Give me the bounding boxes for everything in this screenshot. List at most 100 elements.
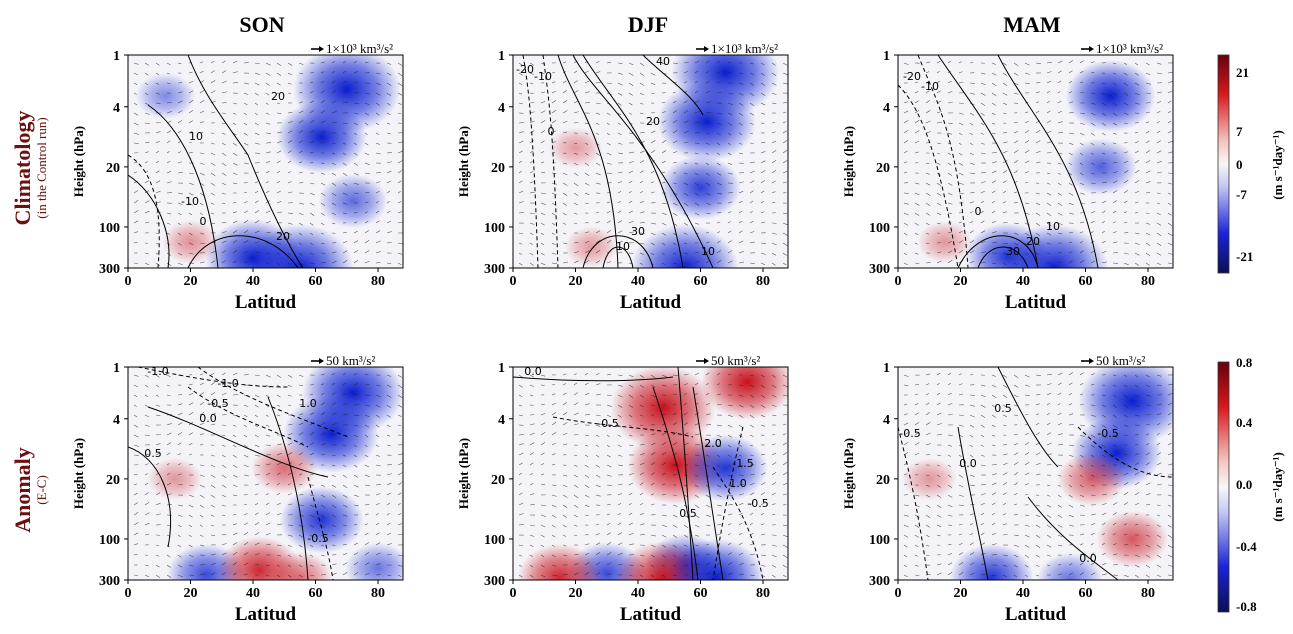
panel-anomaly-djf-contour-0 bbox=[513, 376, 674, 382]
panel-anomaly-djf-contour-2 bbox=[652, 386, 699, 580]
panel-climatology-son-field-blob-2 bbox=[318, 173, 388, 229]
panel-climatology-mam-xtick-3: 60 bbox=[1079, 274, 1093, 289]
panel-climatology-son-contour-label-3: 0 bbox=[200, 215, 207, 228]
panel-anomaly-son-field-blob-7 bbox=[345, 542, 403, 580]
panel-anomaly-mam-reference-arrow-head bbox=[1089, 358, 1094, 364]
panel-climatology-djf-reference-arrow-label: 1×10³ km³/s² bbox=[711, 41, 778, 56]
colorbar-climatology-tick-21: 21 bbox=[1236, 65, 1249, 80]
panel-climatology-djf-ytick-2: 20 bbox=[491, 161, 505, 176]
panel-anomaly-djf-field-blob-6 bbox=[517, 543, 602, 580]
panel-anomaly-mam-frame bbox=[897, 366, 1174, 581]
panel-anomaly-son-field-blob-2 bbox=[251, 442, 318, 494]
panel-anomaly-djf-contour-3 bbox=[712, 426, 744, 580]
panel-anomaly-son-ytick-4: 300 bbox=[99, 574, 120, 589]
panel-anomaly-mam-plot-area: -0.5 0.0 0.5 -0.5 0.0 bbox=[898, 367, 1173, 580]
panel-anomaly-djf-ytick-4: 300 bbox=[484, 574, 505, 589]
colorbar-anomaly: 0.8 0.4 0.0 -0.4 -0.8 (m s⁻¹day⁻¹) bbox=[1217, 355, 1285, 614]
panel-anomaly-son-contour-label-1: -1.0 bbox=[217, 377, 238, 390]
panel-climatology-son-reference-arrow-head bbox=[319, 46, 324, 52]
panel-climatology-djf-contour-label-5: 40 bbox=[656, 55, 670, 68]
panel-climatology-djf-vector-field bbox=[518, 60, 788, 266]
panel-climatology-son-field-blob-6 bbox=[135, 72, 196, 120]
panel-climatology-mam-field-blob-0 bbox=[1065, 59, 1156, 133]
panel-anomaly-djf-ylabel: Height (hPa) bbox=[456, 438, 471, 509]
panel-anomaly-djf-reference-arrow-head bbox=[704, 358, 709, 364]
row-title-climatology: Climatology bbox=[10, 111, 35, 226]
season-title-mam: MAM bbox=[1003, 12, 1061, 37]
panel-anomaly-mam: -0.5 0.0 0.5 -0.5 0.0 0 20 40 60 80 1 4 20 100 300 Lati… bbox=[841, 353, 1174, 625]
panel-anomaly-mam-contour-4 bbox=[1027, 496, 1119, 580]
panel-climatology-son-ytick-2: 20 bbox=[106, 161, 120, 176]
panel-anomaly-son-contour-3 bbox=[147, 406, 329, 478]
panel-anomaly-mam-reference-arrow-label: 50 km³/s² bbox=[1096, 353, 1145, 368]
panel-anomaly-mam-contour-1 bbox=[957, 426, 989, 580]
panel-anomaly-son-contour-5 bbox=[267, 396, 309, 580]
panel-climatology-mam-contour-2 bbox=[937, 55, 1039, 268]
panel-anomaly-mam-field-blob-2 bbox=[1057, 451, 1127, 506]
panel-anomaly-djf-vector-field bbox=[518, 372, 788, 578]
panel-climatology-son-contour-label-2: -10 bbox=[181, 195, 199, 208]
panel-climatology-djf-xlabel: Latitud bbox=[620, 292, 682, 313]
panel-anomaly-son-frame bbox=[127, 366, 404, 581]
panel-climatology-djf-frame bbox=[512, 54, 789, 269]
panel-anomaly-mam-ytick-4: 300 bbox=[869, 574, 890, 589]
panel-climatology-mam-ytick-0: 1 bbox=[883, 49, 890, 64]
panel-anomaly-djf-ytick-0: 1 bbox=[498, 361, 505, 376]
panel-climatology-djf-contour-7 bbox=[602, 246, 634, 268]
panel-anomaly-mam-ytick-1: 4 bbox=[883, 413, 890, 428]
panel-anomaly-son-field-blob-6 bbox=[266, 551, 333, 580]
panel-anomaly-mam-xtick-3: 60 bbox=[1079, 586, 1093, 601]
panel-anomaly-djf-xlabel: Latitud bbox=[620, 604, 682, 625]
panel-climatology-mam-xtick-0: 0 bbox=[895, 274, 902, 289]
panel-climatology-djf-contour-2 bbox=[557, 55, 619, 268]
colorbar-climatology-tick-neg7: -7 bbox=[1236, 187, 1247, 202]
panel-anomaly-djf-xtick-2: 40 bbox=[631, 586, 645, 601]
panel-anomaly-djf-xtick-3: 60 bbox=[694, 586, 708, 601]
panel-anomaly-mam-contour-2 bbox=[997, 367, 1059, 468]
panel-anomaly-son-plot-area: -1.0 -1.0 -0.5 0.0 0.5 1.0 -0.5 bbox=[128, 367, 403, 580]
colorbar-climatology-tick-0: 0 bbox=[1236, 157, 1243, 172]
colorbar-anomaly-tick-0.8: 0.8 bbox=[1236, 355, 1253, 370]
panel-anomaly-mam-contour-label-3: -0.5 bbox=[1097, 427, 1118, 440]
panel-anomaly-son: -1.0 -1.0 -0.5 0.0 0.5 1.0 -0.5 0 20 40 60 80 1 4 20 10… bbox=[71, 353, 404, 625]
panel-climatology-son-ytick-3: 100 bbox=[99, 221, 120, 236]
panel-climatology-mam-reference-arrow-head bbox=[1089, 46, 1094, 52]
panel-climatology-mam-field-blob-1 bbox=[1065, 138, 1138, 196]
panel-anomaly-son-contour-0 bbox=[137, 367, 289, 388]
panel-anomaly-djf-reference-arrow-label: 50 km³/s² bbox=[711, 353, 760, 368]
panel-climatology-son-contour-label-1: 10 bbox=[189, 130, 203, 143]
panel-anomaly-djf-contour-label-4: 1.0 bbox=[729, 477, 747, 490]
panel-climatology-djf-contour-label-2: 0 bbox=[548, 125, 555, 138]
colorbar-climatology-gradient bbox=[1217, 54, 1230, 274]
panel-anomaly-mam-ytick-0: 1 bbox=[883, 361, 890, 376]
panel-climatology-djf-contour-4 bbox=[582, 55, 684, 268]
panel-anomaly-djf-contour-4 bbox=[692, 386, 724, 580]
panel-climatology-djf-xtick-0: 0 bbox=[510, 274, 517, 289]
panel-anomaly-djf-contour-5 bbox=[677, 367, 694, 580]
panel-anomaly-djf-contour-label-3: -1.5 bbox=[732, 457, 753, 470]
panel-anomaly-djf-plot-area: 0.0 -0.5 2.0 -1.5 1.0 0.5 -0.5 bbox=[513, 365, 788, 580]
panel-climatology-djf-contour-label-3: 10 bbox=[701, 245, 715, 258]
season-title-son: SON bbox=[239, 12, 284, 37]
panel-climatology-son-ytick-1: 4 bbox=[113, 101, 120, 116]
panel-anomaly-son-field-blob-3 bbox=[279, 486, 364, 554]
panel-anomaly-mam-contour-label-2: 0.5 bbox=[994, 402, 1012, 415]
panel-anomaly-mam-xtick-1: 20 bbox=[954, 586, 968, 601]
panel-climatology-son-xtick-1: 20 bbox=[184, 274, 198, 289]
panel-climatology-son-contour-label-0: 20 bbox=[271, 90, 285, 103]
panel-climatology-djf-contour-label-4: 20 bbox=[646, 115, 660, 128]
panel-climatology-djf-contour-label-1: -10 bbox=[534, 70, 552, 83]
panel-climatology-mam-plot-area: -20-10 0 10 20 30 bbox=[898, 55, 1173, 268]
panel-anomaly-mam-field-blob-5 bbox=[1036, 552, 1103, 580]
row-title-anomaly: Anomaly bbox=[10, 447, 35, 533]
panel-anomaly-djf-contour-label-0: 0.0 bbox=[524, 365, 542, 378]
panel-anomaly-mam-field-blob-4 bbox=[949, 543, 1034, 580]
panel-anomaly-son-contour-2 bbox=[187, 386, 309, 448]
panel-anomaly-djf-xtick-4: 80 bbox=[756, 586, 770, 601]
panel-climatology-mam-frame bbox=[897, 54, 1174, 269]
panel-climatology-son-field-blob-1 bbox=[276, 100, 367, 174]
